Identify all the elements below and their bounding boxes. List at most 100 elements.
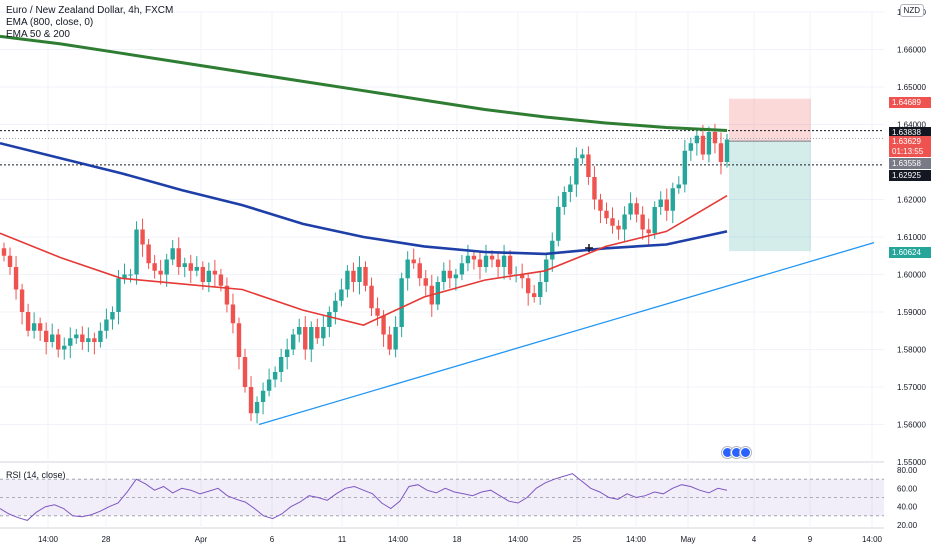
- candle-body: [266, 379, 272, 391]
- symbol-title[interactable]: Euro / New Zealand Dollar, 4h, FXCM: [6, 5, 174, 16]
- candle-body: [284, 349, 290, 357]
- candle-body: [236, 323, 242, 357]
- ascending-trendline: [258, 242, 875, 426]
- candle-body: [381, 315, 386, 335]
- candle-body: [128, 274, 133, 276]
- x-tick-label: 14:00: [508, 535, 529, 544]
- candle-body: [110, 312, 115, 320]
- candle-body: [477, 259, 483, 267]
- ema800-legend[interactable]: EMA (800, close, 0): [6, 17, 94, 28]
- rsi-tick-label: 20.00: [897, 521, 918, 530]
- candle-body: [628, 203, 633, 215]
- candle-body: [98, 330, 103, 342]
- candle-body: [471, 255, 477, 260]
- candlestick-series: [1, 123, 730, 424]
- candle-body: [532, 293, 537, 297]
- x-tick-label: 6: [270, 535, 275, 544]
- candle-body: [248, 387, 254, 414]
- candle-body: [321, 327, 326, 339]
- candle-body: [682, 150, 688, 185]
- ema-lines: [0, 34, 728, 326]
- candle-body: [586, 154, 591, 177]
- currency-badge[interactable]: NZD: [899, 4, 924, 17]
- price-axis: 1.670001.660001.650001.640001.630001.620…: [897, 8, 926, 530]
- candle-body: [634, 203, 639, 215]
- x-tick-label: 28: [102, 535, 111, 544]
- candle-body: [80, 334, 85, 342]
- ema-200-line: [0, 141, 728, 256]
- candle-body: [676, 184, 681, 189]
- candle-body: [640, 214, 645, 230]
- x-tick-label: 4: [752, 535, 757, 544]
- candle-body: [164, 259, 169, 275]
- candle-body: [495, 259, 501, 267]
- candle-body: [550, 240, 555, 260]
- rsi-legend[interactable]: RSI (14, close): [6, 470, 66, 480]
- candle-body: [345, 270, 350, 290]
- candle-body: [417, 263, 422, 279]
- y-tick-label: 1.56000: [897, 421, 926, 430]
- price-label: 1.63838: [889, 127, 931, 138]
- x-tick-label: 11: [338, 535, 347, 544]
- candle-body: [369, 285, 374, 309]
- y-tick-label: 1.58000: [897, 346, 926, 355]
- x-tick-label: 18: [453, 535, 462, 544]
- candle-body: [357, 267, 362, 282]
- rsi-panel: [0, 473, 884, 521]
- candle-body: [291, 334, 296, 350]
- candle-body: [423, 278, 428, 286]
- candle-body: [224, 285, 230, 305]
- candle-body: [453, 274, 459, 279]
- candle-body: [459, 263, 465, 275]
- candle-body: [68, 338, 73, 346]
- price-label: 01:13:55: [889, 146, 931, 157]
- candle-body: [706, 132, 712, 155]
- candle-body: [507, 255, 513, 275]
- candle-body: [700, 135, 706, 155]
- candle-body: [43, 330, 49, 342]
- candle-body: [333, 300, 338, 312]
- candle-body: [519, 274, 525, 279]
- candle-body: [104, 319, 109, 331]
- y-tick-label: 1.57000: [897, 383, 926, 392]
- y-tick-label: 1.66000: [897, 46, 926, 55]
- event-icon[interactable]: [740, 447, 751, 458]
- candle-body: [447, 270, 453, 279]
- take-profit-zone: [729, 141, 811, 252]
- x-tick-label: 25: [573, 535, 582, 544]
- candle-body: [19, 289, 25, 312]
- y-tick-label: 1.59000: [897, 308, 926, 317]
- candle-body: [483, 255, 489, 267]
- x-tick-label: 14:00: [38, 535, 59, 544]
- ema-50-200-legend[interactable]: EMA 50 & 200: [6, 29, 70, 40]
- candle-body: [303, 327, 308, 350]
- candle-body: [574, 158, 579, 185]
- candle-body: [562, 192, 567, 207]
- short-position-tool: [729, 98, 811, 252]
- candle-body: [116, 278, 121, 312]
- candle-body: [272, 372, 278, 380]
- candle-body: [652, 207, 657, 234]
- candle-body: [86, 338, 91, 342]
- candle-body: [580, 154, 585, 159]
- ema-800-line: [0, 34, 728, 132]
- candle-body: [363, 267, 368, 286]
- candle-body: [122, 274, 127, 279]
- rsi-tick-label: 60.00: [897, 484, 918, 493]
- candle-body: [212, 270, 218, 275]
- candle-body: [309, 327, 314, 350]
- candle-body: [56, 334, 61, 350]
- candle-body: [664, 199, 669, 211]
- candle-body: [74, 334, 79, 339]
- x-tick-label: 14:00: [388, 535, 409, 544]
- rsi-line: [0, 473, 728, 521]
- candle-body: [622, 214, 627, 230]
- rsi-tick-label: 80.00: [897, 466, 918, 475]
- candle-body: [152, 263, 157, 271]
- candle-body: [610, 218, 615, 226]
- y-tick-label: 1.62000: [897, 196, 926, 205]
- candle-body: [158, 270, 163, 275]
- candle-body: [616, 225, 621, 230]
- stop-loss-zone: [729, 98, 811, 142]
